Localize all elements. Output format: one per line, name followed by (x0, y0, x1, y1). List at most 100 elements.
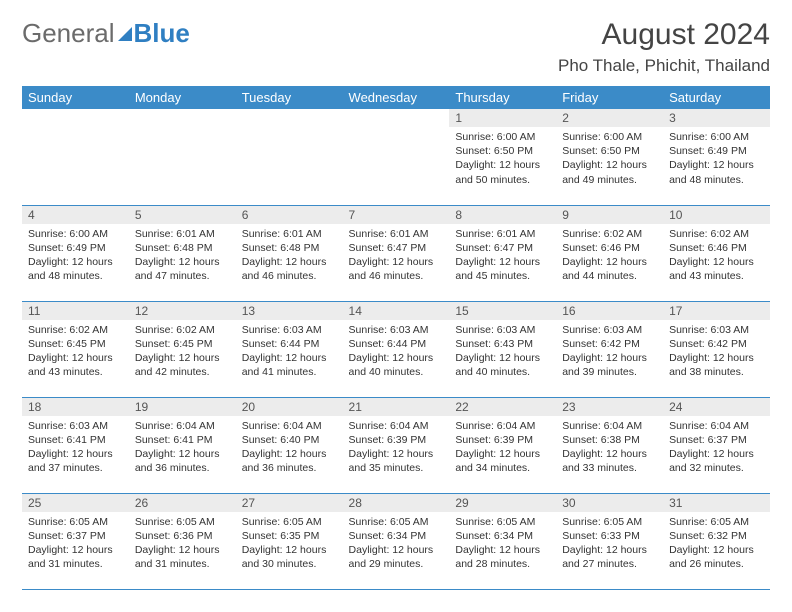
day-day2: and 30 minutes. (242, 557, 337, 571)
month-title: August 2024 (558, 18, 770, 52)
day-sunrise: Sunrise: 6:00 AM (28, 227, 123, 241)
calendar-cell (343, 109, 450, 205)
day-details: Sunrise: 6:00 AMSunset: 6:49 PMDaylight:… (22, 224, 129, 288)
day-day1: Daylight: 12 hours (562, 255, 657, 269)
calendar-cell: 9Sunrise: 6:02 AMSunset: 6:46 PMDaylight… (556, 205, 663, 301)
day-day2: and 36 minutes. (242, 461, 337, 475)
day-number: 25 (22, 494, 129, 512)
calendar-cell: 11Sunrise: 6:02 AMSunset: 6:45 PMDayligh… (22, 301, 129, 397)
day-number: 30 (556, 494, 663, 512)
calendar-cell: 12Sunrise: 6:02 AMSunset: 6:45 PMDayligh… (129, 301, 236, 397)
day-number: 31 (663, 494, 770, 512)
day-day1: Daylight: 12 hours (455, 158, 550, 172)
day-sunset: Sunset: 6:41 PM (28, 433, 123, 447)
day-number: 21 (343, 398, 450, 416)
calendar-row: 4Sunrise: 6:00 AMSunset: 6:49 PMDaylight… (22, 205, 770, 301)
calendar-cell: 8Sunrise: 6:01 AMSunset: 6:47 PMDaylight… (449, 205, 556, 301)
calendar-row: 11Sunrise: 6:02 AMSunset: 6:45 PMDayligh… (22, 301, 770, 397)
day-day1: Daylight: 12 hours (28, 543, 123, 557)
day-day2: and 49 minutes. (562, 173, 657, 187)
calendar-cell: 6Sunrise: 6:01 AMSunset: 6:48 PMDaylight… (236, 205, 343, 301)
day-sunrise: Sunrise: 6:01 AM (135, 227, 230, 241)
day-header: Wednesday (343, 86, 450, 109)
day-sunrise: Sunrise: 6:03 AM (28, 419, 123, 433)
day-sunrise: Sunrise: 6:05 AM (135, 515, 230, 529)
day-sunrise: Sunrise: 6:04 AM (349, 419, 444, 433)
day-day1: Daylight: 12 hours (28, 351, 123, 365)
day-day2: and 43 minutes. (28, 365, 123, 379)
day-sunrise: Sunrise: 6:02 AM (669, 227, 764, 241)
day-number: 7 (343, 206, 450, 224)
day-number: 14 (343, 302, 450, 320)
day-day2: and 28 minutes. (455, 557, 550, 571)
day-sunset: Sunset: 6:45 PM (28, 337, 123, 351)
day-sunset: Sunset: 6:47 PM (455, 241, 550, 255)
day-sunset: Sunset: 6:36 PM (135, 529, 230, 543)
day-sunrise: Sunrise: 6:04 AM (242, 419, 337, 433)
calendar-cell (22, 109, 129, 205)
day-number: 29 (449, 494, 556, 512)
day-number: 1 (449, 109, 556, 127)
calendar-cell: 14Sunrise: 6:03 AMSunset: 6:44 PMDayligh… (343, 301, 450, 397)
day-details: Sunrise: 6:01 AMSunset: 6:48 PMDaylight:… (236, 224, 343, 288)
day-sunrise: Sunrise: 6:00 AM (562, 130, 657, 144)
day-sunrise: Sunrise: 6:01 AM (349, 227, 444, 241)
location: Pho Thale, Phichit, Thailand (558, 56, 770, 76)
day-number: 17 (663, 302, 770, 320)
day-day2: and 48 minutes. (669, 173, 764, 187)
day-number: 28 (343, 494, 450, 512)
day-sunset: Sunset: 6:43 PM (455, 337, 550, 351)
day-sunset: Sunset: 6:37 PM (669, 433, 764, 447)
day-details: Sunrise: 6:05 AMSunset: 6:33 PMDaylight:… (556, 512, 663, 576)
day-number: 2 (556, 109, 663, 127)
day-sunset: Sunset: 6:45 PM (135, 337, 230, 351)
day-day1: Daylight: 12 hours (455, 255, 550, 269)
day-sunset: Sunset: 6:49 PM (669, 144, 764, 158)
day-sunset: Sunset: 6:34 PM (455, 529, 550, 543)
day-details: Sunrise: 6:04 AMSunset: 6:40 PMDaylight:… (236, 416, 343, 480)
day-details: Sunrise: 6:05 AMSunset: 6:32 PMDaylight:… (663, 512, 770, 576)
day-sunset: Sunset: 6:46 PM (562, 241, 657, 255)
day-day1: Daylight: 12 hours (349, 255, 444, 269)
calendar-cell: 28Sunrise: 6:05 AMSunset: 6:34 PMDayligh… (343, 493, 450, 589)
calendar-cell: 27Sunrise: 6:05 AMSunset: 6:35 PMDayligh… (236, 493, 343, 589)
day-day1: Daylight: 12 hours (669, 255, 764, 269)
day-sunrise: Sunrise: 6:05 AM (242, 515, 337, 529)
day-sunrise: Sunrise: 6:05 AM (669, 515, 764, 529)
day-sunset: Sunset: 6:44 PM (242, 337, 337, 351)
calendar-row: 25Sunrise: 6:05 AMSunset: 6:37 PMDayligh… (22, 493, 770, 589)
day-day1: Daylight: 12 hours (349, 543, 444, 557)
day-day2: and 29 minutes. (349, 557, 444, 571)
day-number: 10 (663, 206, 770, 224)
day-day2: and 44 minutes. (562, 269, 657, 283)
day-day2: and 41 minutes. (242, 365, 337, 379)
day-sunset: Sunset: 6:48 PM (242, 241, 337, 255)
day-number: 26 (129, 494, 236, 512)
day-details: Sunrise: 6:04 AMSunset: 6:37 PMDaylight:… (663, 416, 770, 480)
calendar-cell: 1Sunrise: 6:00 AMSunset: 6:50 PMDaylight… (449, 109, 556, 205)
day-day2: and 35 minutes. (349, 461, 444, 475)
day-day1: Daylight: 12 hours (669, 447, 764, 461)
calendar-cell: 3Sunrise: 6:00 AMSunset: 6:49 PMDaylight… (663, 109, 770, 205)
day-number: 20 (236, 398, 343, 416)
day-day2: and 40 minutes. (455, 365, 550, 379)
calendar-cell: 24Sunrise: 6:04 AMSunset: 6:37 PMDayligh… (663, 397, 770, 493)
day-day1: Daylight: 12 hours (135, 255, 230, 269)
day-details: Sunrise: 6:02 AMSunset: 6:46 PMDaylight:… (556, 224, 663, 288)
day-details: Sunrise: 6:00 AMSunset: 6:50 PMDaylight:… (556, 127, 663, 191)
brand-general: General (22, 18, 115, 49)
calendar-cell: 4Sunrise: 6:00 AMSunset: 6:49 PMDaylight… (22, 205, 129, 301)
day-sunset: Sunset: 6:38 PM (562, 433, 657, 447)
day-day2: and 37 minutes. (28, 461, 123, 475)
day-day1: Daylight: 12 hours (242, 543, 337, 557)
calendar-cell: 29Sunrise: 6:05 AMSunset: 6:34 PMDayligh… (449, 493, 556, 589)
day-header: Saturday (663, 86, 770, 109)
day-header: Tuesday (236, 86, 343, 109)
day-day2: and 38 minutes. (669, 365, 764, 379)
day-day2: and 45 minutes. (455, 269, 550, 283)
day-details: Sunrise: 6:01 AMSunset: 6:47 PMDaylight:… (449, 224, 556, 288)
day-header: Sunday (22, 86, 129, 109)
day-sunset: Sunset: 6:41 PM (135, 433, 230, 447)
day-day1: Daylight: 12 hours (669, 351, 764, 365)
calendar-cell: 7Sunrise: 6:01 AMSunset: 6:47 PMDaylight… (343, 205, 450, 301)
